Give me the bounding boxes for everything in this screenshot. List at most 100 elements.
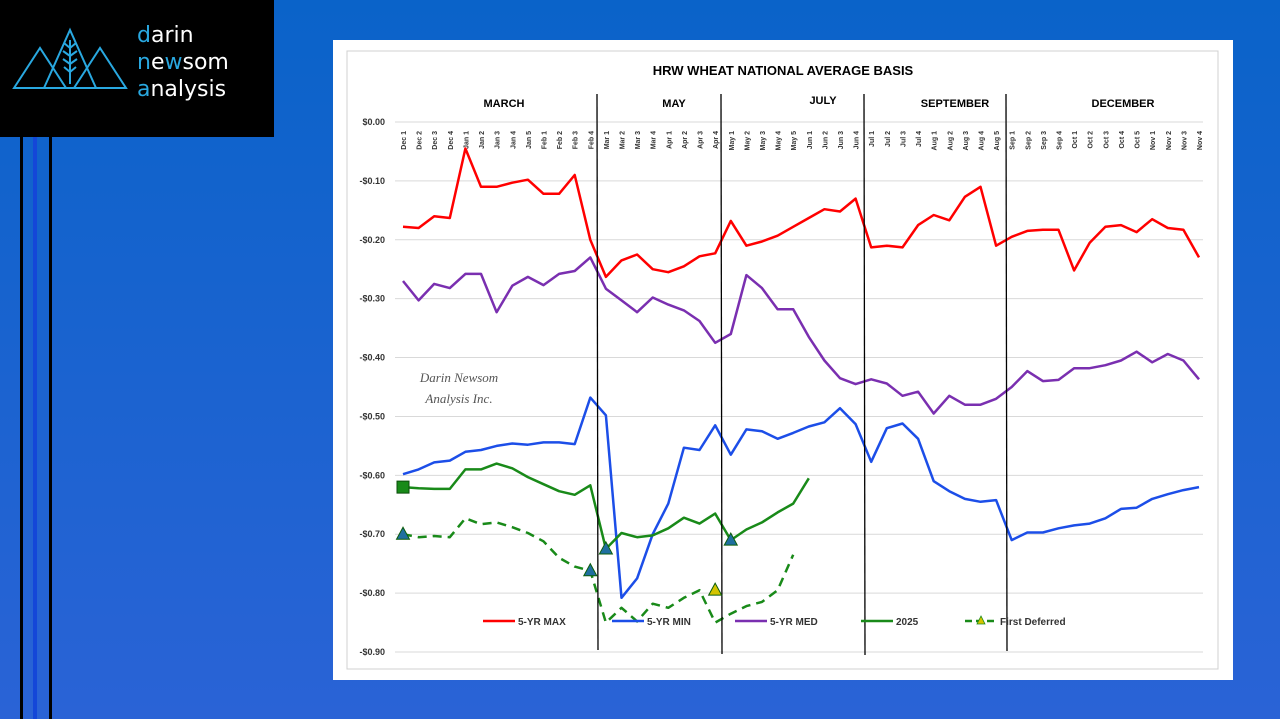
x-tick-label: Jun 4 (854, 131, 861, 149)
x-tick-label: May 5 (791, 131, 798, 151)
x-tick-label: Oct 3 (1103, 131, 1110, 149)
y-tick-label: -$0.20 (359, 235, 385, 245)
watermark-line-2: Analysis Inc. (424, 391, 492, 406)
x-tick-label: Jun 2 (822, 131, 829, 149)
series-line-5-yr-min (402, 396, 1200, 600)
x-tick-label: Dec 2 (417, 131, 424, 150)
x-tick-label: May 4 (776, 131, 783, 151)
decor-bar-mid (33, 137, 37, 719)
contract-separator-line (1005, 93, 1008, 652)
chart-frame: HRW WHEAT NATIONAL AVERAGE BASIS $0.00 -$… (333, 40, 1233, 680)
month-label: MARCH (484, 98, 525, 110)
brand-line-3: analysis (137, 77, 227, 102)
x-tick-label: Dec 4 (448, 131, 455, 150)
x-tick-label: Jan 5 (526, 131, 533, 149)
decor-bar-left (20, 137, 23, 719)
x-tick-label: Sep 3 (1041, 131, 1048, 150)
basis-line-chart: HRW WHEAT NATIONAL AVERAGE BASIS $0.00 -$… (346, 50, 1219, 670)
legend-triangle-icon (976, 615, 986, 625)
y-tick-label: -$0.30 (359, 294, 385, 304)
x-tick-label: Apr 1 (666, 131, 673, 149)
x-tick-label: Jan 3 (495, 131, 502, 149)
x-tick-label: Mar 4 (651, 131, 658, 149)
x-tick-label: Oct 2 (1088, 131, 1095, 149)
brand-line-1: darin (137, 23, 194, 48)
legend-label: 5-YR MED (770, 617, 818, 628)
triangle-marker (707, 582, 723, 596)
x-tick-label: Apr 3 (698, 131, 705, 149)
x-tick-label: Sep 2 (1025, 131, 1032, 150)
decor-bar-right (49, 137, 52, 719)
month-label: JULY (809, 95, 837, 107)
brand-logo-panel: darin newsom analysis (0, 0, 274, 137)
x-tick-label: Aug 2 (947, 131, 954, 151)
x-tick-label: Nov 4 (1197, 131, 1204, 150)
y-tick-label: -$0.70 (359, 529, 385, 539)
watermark-line-1: Darin Newsom (419, 370, 498, 385)
x-tick-label: Nov 2 (1166, 131, 1173, 150)
series-line-5-yr-med (402, 256, 1200, 415)
y-tick-label: $0.00 (362, 117, 385, 127)
contract-separator-line (596, 93, 599, 651)
x-tick-label: Jun 3 (838, 131, 845, 149)
x-tick-label: Nov 3 (1181, 131, 1188, 150)
x-tick-label: Jan 4 (510, 131, 517, 149)
x-tick-label: Jan 2 (479, 131, 486, 149)
x-tick-label: Jan 1 (463, 131, 470, 149)
x-tick-label: Mar 1 (604, 131, 611, 149)
y-tick-label: -$0.10 (359, 176, 385, 186)
chart-title: HRW WHEAT NATIONAL AVERAGE BASIS (653, 63, 914, 78)
x-tick-label: Dec 1 (401, 131, 408, 150)
contract-separator-line (720, 93, 723, 655)
month-label: SEPTEMBER (921, 98, 990, 110)
y-tick-label: -$0.50 (359, 411, 385, 421)
x-tick-label: Nov 1 (1150, 131, 1157, 150)
legend-label: 5-YR MAX (518, 617, 566, 628)
series-line-5-yr-max (402, 147, 1201, 279)
triangle-marker (395, 526, 411, 540)
x-tick-label: Jul 3 (900, 131, 907, 147)
x-tick-label: Oct 4 (1119, 131, 1126, 149)
x-tick-label: Dec 3 (432, 131, 439, 150)
x-tick-label: Feb 4 (588, 131, 595, 149)
x-tick-label: Mar 2 (620, 131, 627, 149)
x-tick-label: Jul 4 (916, 131, 923, 147)
y-tick-label: -$0.80 (359, 588, 385, 598)
x-tick-label: Sep 1 (1010, 131, 1017, 150)
x-tick-label: Jul 1 (869, 131, 876, 147)
legend-label: First Deferred (1000, 617, 1066, 628)
triangle-marker (598, 540, 614, 555)
x-tick-label: Feb 3 (573, 131, 580, 149)
legend-label: 2025 (896, 617, 919, 628)
x-tick-label: Feb 2 (557, 131, 564, 149)
x-tick-label: May 2 (744, 131, 751, 151)
month-label: MAY (662, 98, 686, 110)
y-tick-label: -$0.60 (359, 470, 385, 480)
x-tick-label: Aug 1 (932, 131, 939, 151)
square-marker (396, 480, 410, 494)
x-tick-label: Sep 4 (1057, 131, 1064, 150)
x-tick-label: Apr 2 (682, 131, 689, 149)
x-tick-label: Aug 3 (963, 131, 970, 151)
month-label: DECEMBER (1092, 98, 1155, 110)
x-tick-label: Jul 2 (885, 131, 892, 147)
x-tick-label: Apr 4 (713, 131, 720, 149)
triangle-marker (582, 562, 598, 577)
series-line-2025 (402, 462, 810, 551)
x-tick-label: Feb 1 (541, 131, 548, 149)
x-tick-label: Oct 5 (1135, 131, 1142, 149)
x-tick-label: Mar 3 (635, 131, 642, 149)
x-tick-label: Aug 5 (994, 131, 1001, 151)
brand-wordmark: darin newsom analysis (137, 22, 229, 103)
x-tick-label: Aug 4 (978, 131, 985, 151)
mountain-logo-icon (12, 27, 128, 89)
y-tick-label: -$0.40 (359, 353, 385, 363)
brand-line-2: newsom (137, 50, 229, 75)
y-tick-label: -$0.90 (359, 647, 385, 657)
legend-label: 5-YR MIN (647, 617, 691, 628)
contract-separator-line (863, 93, 866, 656)
triangle-marker (723, 532, 739, 546)
x-tick-label: Jun 1 (807, 131, 814, 149)
x-tick-label: May 3 (760, 131, 767, 151)
x-tick-label: Oct 1 (1072, 131, 1079, 149)
